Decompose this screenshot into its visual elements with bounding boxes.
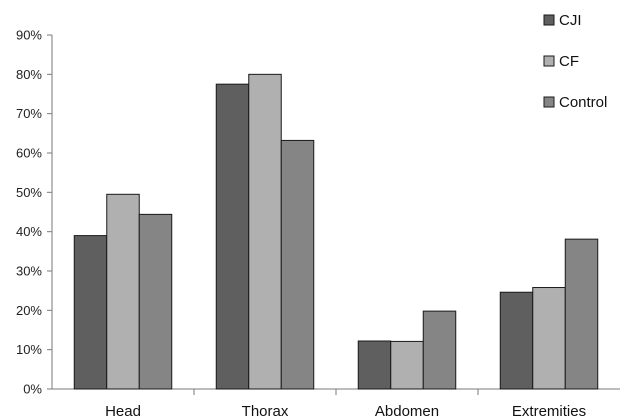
y-tick-label: 90% xyxy=(16,28,42,43)
bar-control-thorax xyxy=(280,139,315,390)
y-tick-label: 20% xyxy=(16,303,42,318)
bar-control-abdomen xyxy=(422,310,457,390)
bar-cf-head xyxy=(106,193,140,390)
y-tick-label: 70% xyxy=(16,106,42,121)
bar-cji-thorax xyxy=(215,83,250,390)
bar-control-extremities xyxy=(564,238,599,390)
y-tick-label: 40% xyxy=(16,224,42,239)
y-tick-label: 0% xyxy=(23,382,42,397)
bar-cji-head xyxy=(73,235,108,390)
y-tick-label: 30% xyxy=(16,264,42,279)
legend-label-control: Control xyxy=(559,94,607,111)
bar-cji-abdomen xyxy=(357,340,392,390)
x-category-label: Extremities xyxy=(512,403,586,418)
legend: CJI CF Control xyxy=(543,12,607,111)
x-category-label: Head xyxy=(105,403,141,418)
legend-label-cf: CF xyxy=(559,53,579,70)
axes: 0% 10% 20% 30% 40% 50% 60% 70% 80% 90% Head Thorax A… xyxy=(16,28,620,418)
legend-swatch-cf xyxy=(543,55,555,67)
bar-cf-abdomen xyxy=(390,340,424,390)
x-category-label: Thorax xyxy=(242,403,289,418)
legend-label-cji: CJI xyxy=(559,12,582,29)
y-tick-label: 80% xyxy=(16,67,42,82)
bars xyxy=(73,73,599,390)
x-category-label: Abdomen xyxy=(375,403,439,418)
bar-cf-extremities xyxy=(532,287,566,390)
y-tick-label: 60% xyxy=(16,146,42,161)
y-tick-label: 50% xyxy=(16,185,42,200)
bar-control-head xyxy=(138,213,173,390)
bar-cji-extremities xyxy=(499,291,534,390)
y-tick-label: 10% xyxy=(16,342,42,357)
legend-swatch-control xyxy=(543,96,555,108)
legend-swatch-cji xyxy=(543,14,555,26)
bar-cf-thorax xyxy=(248,73,282,390)
